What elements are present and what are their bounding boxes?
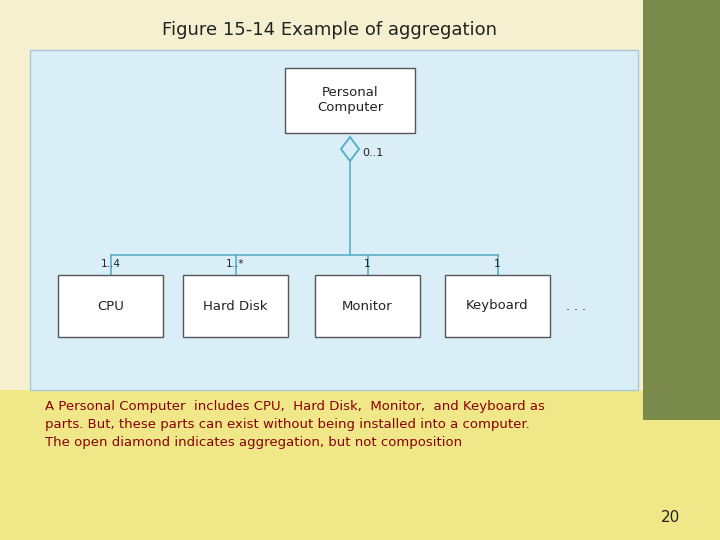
- Bar: [183, 275, 288, 337]
- Text: The open diamond indicates aggregation, but not composition: The open diamond indicates aggregation, …: [45, 436, 462, 449]
- Bar: [315, 275, 420, 337]
- Text: 1..4: 1..4: [101, 259, 120, 269]
- Bar: [643, 0, 720, 540]
- Bar: [445, 275, 550, 337]
- Text: 1: 1: [364, 259, 371, 269]
- Text: CPU: CPU: [97, 300, 124, 313]
- Text: Keyboard: Keyboard: [466, 300, 528, 313]
- Text: 1: 1: [494, 259, 501, 269]
- Text: Figure 15-14 Example of aggregation: Figure 15-14 Example of aggregation: [163, 21, 498, 39]
- Text: Monitor: Monitor: [342, 300, 393, 313]
- Bar: [643, 420, 720, 540]
- Text: . . .: . . .: [566, 300, 586, 313]
- Polygon shape: [341, 137, 359, 161]
- Text: A Personal Computer  includes CPU,  Hard Disk,  Monitor,  and Keyboard as: A Personal Computer includes CPU, Hard D…: [45, 400, 545, 413]
- Text: 0..1: 0..1: [362, 148, 383, 158]
- Text: Hard Disk: Hard Disk: [203, 300, 268, 313]
- Text: 1..*: 1..*: [226, 259, 245, 269]
- Bar: [30, 50, 638, 390]
- Text: 20: 20: [660, 510, 680, 525]
- Text: parts. But, these parts can exist without being installed into a computer.: parts. But, these parts can exist withou…: [45, 418, 530, 431]
- Text: Personal
Computer: Personal Computer: [317, 86, 383, 114]
- Bar: [58, 275, 163, 337]
- Bar: [285, 68, 415, 133]
- Bar: [0, 390, 643, 540]
